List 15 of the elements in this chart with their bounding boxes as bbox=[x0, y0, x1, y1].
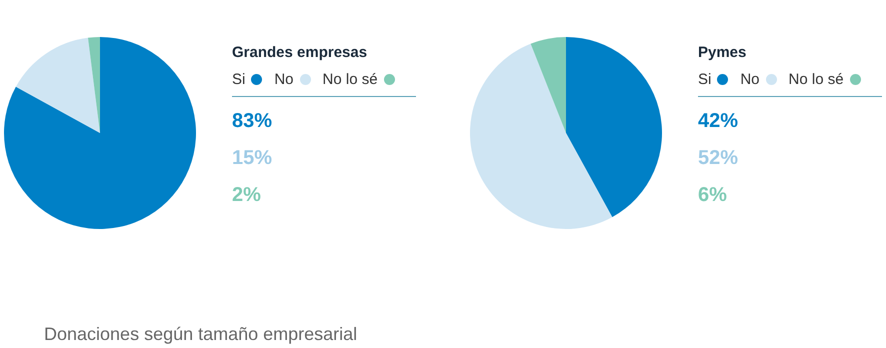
text: 15% bbox=[232, 147, 274, 171]
text: Grandes empresas bbox=[232, 44, 368, 61]
legend-label: No bbox=[740, 71, 760, 88]
text: 83% bbox=[232, 110, 274, 134]
legend-label: No lo sé bbox=[788, 71, 844, 88]
text: 2% bbox=[232, 184, 262, 208]
text: Donaciones según tamaño empresarial bbox=[44, 324, 358, 345]
legend-label: Si bbox=[232, 71, 246, 88]
text: Pymes bbox=[698, 44, 748, 61]
text: 42% bbox=[698, 110, 740, 134]
legend-label: No lo sé bbox=[322, 71, 378, 88]
legend-label: No bbox=[274, 71, 294, 88]
text: 52% bbox=[698, 147, 740, 171]
legend-label: Si bbox=[698, 71, 712, 88]
text: 6% bbox=[698, 184, 728, 208]
